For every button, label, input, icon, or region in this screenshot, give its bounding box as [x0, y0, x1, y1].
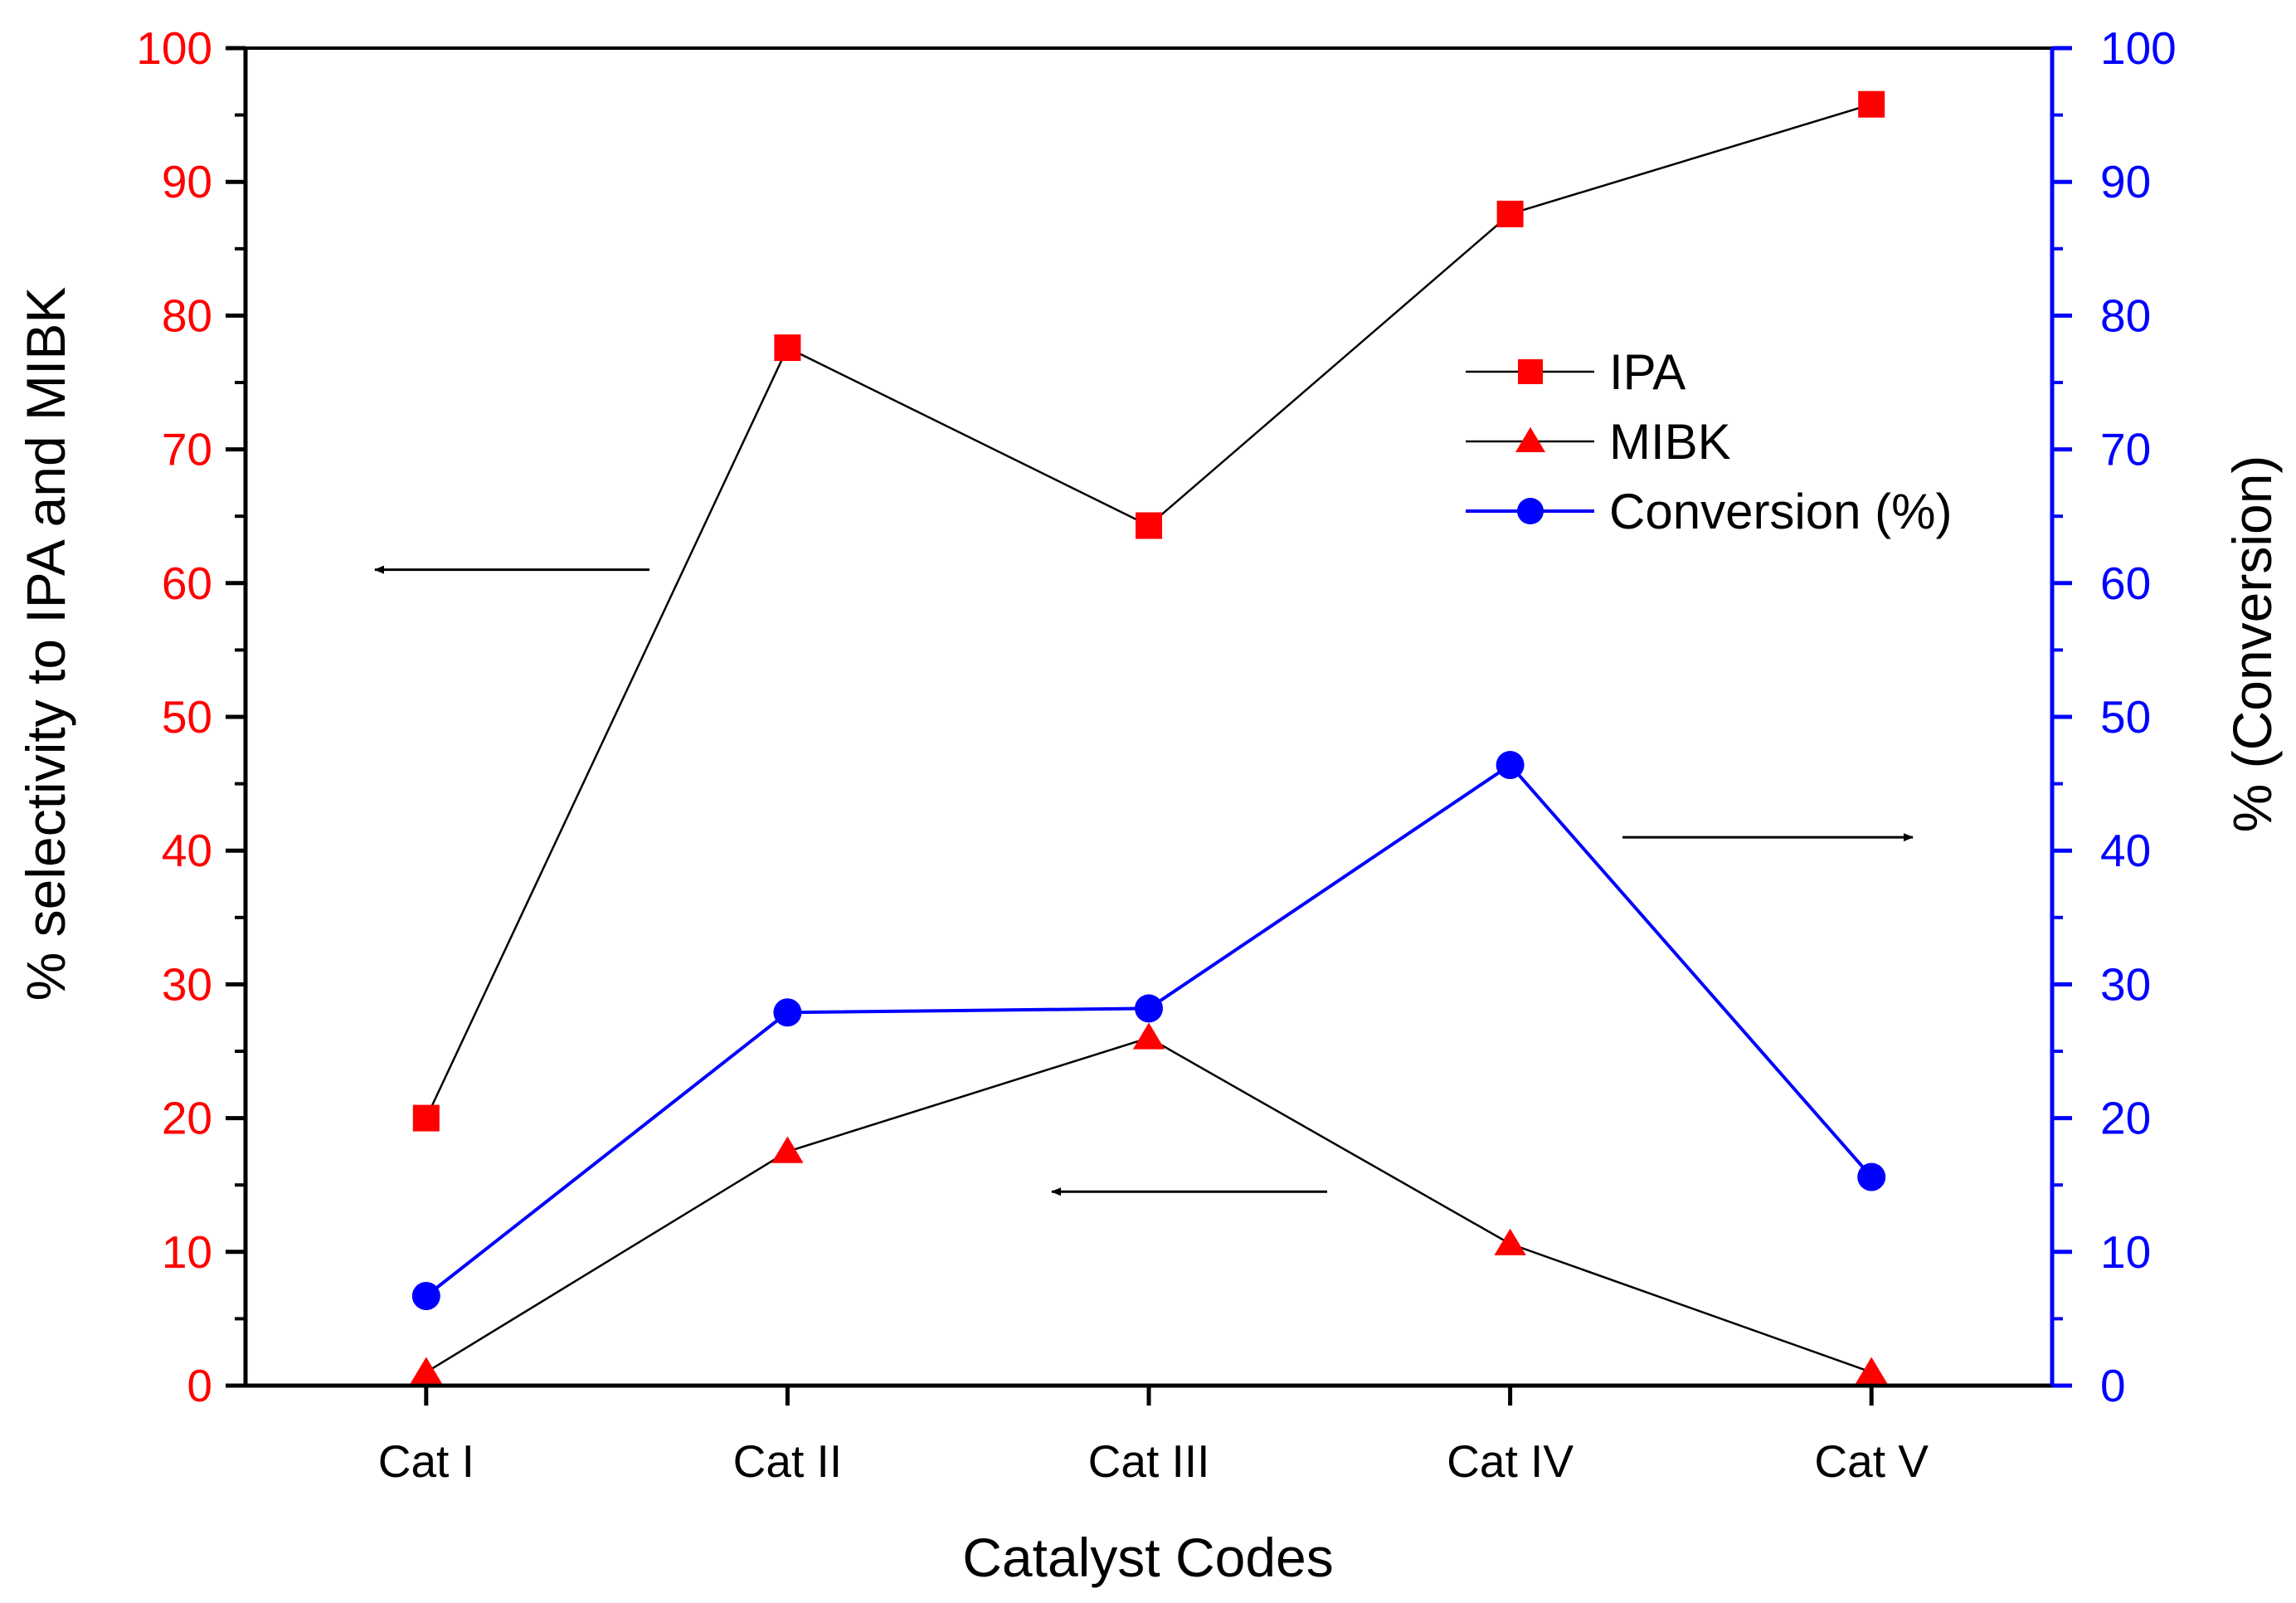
legend-label: IPA: [1609, 344, 1686, 400]
left-tick-label: 0: [187, 1360, 212, 1411]
right-tick-label: 80: [2100, 290, 2151, 341]
legend-label: Conversion (%): [1609, 484, 1952, 539]
left-tick-label: 60: [162, 558, 212, 609]
legend-item: Conversion (%): [1466, 484, 1952, 539]
series-conversion: [411, 751, 1886, 1310]
right-tick-label: 50: [2100, 691, 2151, 743]
data-point: [1856, 1357, 1888, 1384]
left-tick-label: 50: [162, 691, 212, 743]
annotations: [374, 565, 1914, 1196]
series-line: [426, 1036, 1872, 1374]
right-tick-label: 60: [2100, 558, 2151, 609]
series-ipa: [412, 90, 1885, 1132]
series: [410, 90, 1888, 1384]
left-tick-label: 80: [162, 290, 212, 341]
left-tick-label: 100: [136, 22, 212, 74]
right-tick-label: 70: [2100, 424, 2151, 475]
left-tick-label: 40: [162, 825, 212, 876]
x-tick-label: Cat III: [1088, 1435, 1210, 1487]
x-tick-label: Cat I: [378, 1435, 474, 1487]
data-point: [1858, 90, 1885, 118]
data-point: [412, 1104, 440, 1132]
ticks: 0 10 20 30 40 50 60 70 80 90 100 0 10 20 30 40 50 60 70 80 9…: [136, 22, 2177, 1487]
left-tick-label: 10: [162, 1226, 212, 1278]
x-tick-label: Cat IV: [1447, 1435, 1574, 1487]
data-point: [1857, 1162, 1886, 1191]
data-point: [1496, 200, 1524, 227]
data-point: [773, 998, 802, 1027]
left-tick-label: 90: [162, 156, 212, 207]
legend-marker: [1517, 498, 1544, 524]
left-tick-label: 70: [162, 424, 212, 475]
right-tick-label: 10: [2100, 1226, 2151, 1278]
left-tick-label: 30: [162, 958, 212, 1010]
axes: [243, 46, 2055, 1388]
data-point: [774, 334, 801, 362]
x-axis-title: Catalyst Codes: [962, 1527, 1334, 1588]
right-tick-label: 30: [2100, 958, 2151, 1010]
legend-marker: [1518, 359, 1543, 384]
x-tick-label: Cat II: [733, 1435, 842, 1487]
data-point: [1136, 512, 1162, 539]
legend-marker: [1515, 426, 1545, 452]
right-y-axis-title: % (Conversion): [2221, 456, 2283, 833]
right-tick-label: 100: [2100, 22, 2177, 74]
right-tick-label: 40: [2100, 825, 2151, 876]
legend-label: MIBK: [1609, 414, 1731, 470]
legend-item: IPA: [1466, 344, 1686, 400]
data-point: [1135, 994, 1163, 1023]
series-line: [425, 103, 1872, 1119]
data-point: [1494, 1228, 1526, 1255]
legend: IPA MIBK Conversion (%): [1466, 344, 1952, 539]
data-point: [1132, 1022, 1165, 1050]
x-tick-label: Cat V: [1814, 1435, 1929, 1487]
left-tick-label: 20: [162, 1093, 212, 1144]
data-point: [771, 1136, 804, 1163]
legend-item: MIBK: [1466, 414, 1731, 470]
right-tick-label: 0: [2100, 1360, 2126, 1411]
right-tick-label: 90: [2100, 156, 2151, 207]
data-point: [1496, 751, 1525, 780]
left-y-axis-title: % selectivity to IPA and MIBK: [15, 287, 76, 1001]
right-tick-label: 20: [2100, 1093, 2151, 1144]
data-point: [410, 1357, 442, 1384]
series-mibk: [410, 1022, 1888, 1384]
data-point: [411, 1281, 440, 1310]
